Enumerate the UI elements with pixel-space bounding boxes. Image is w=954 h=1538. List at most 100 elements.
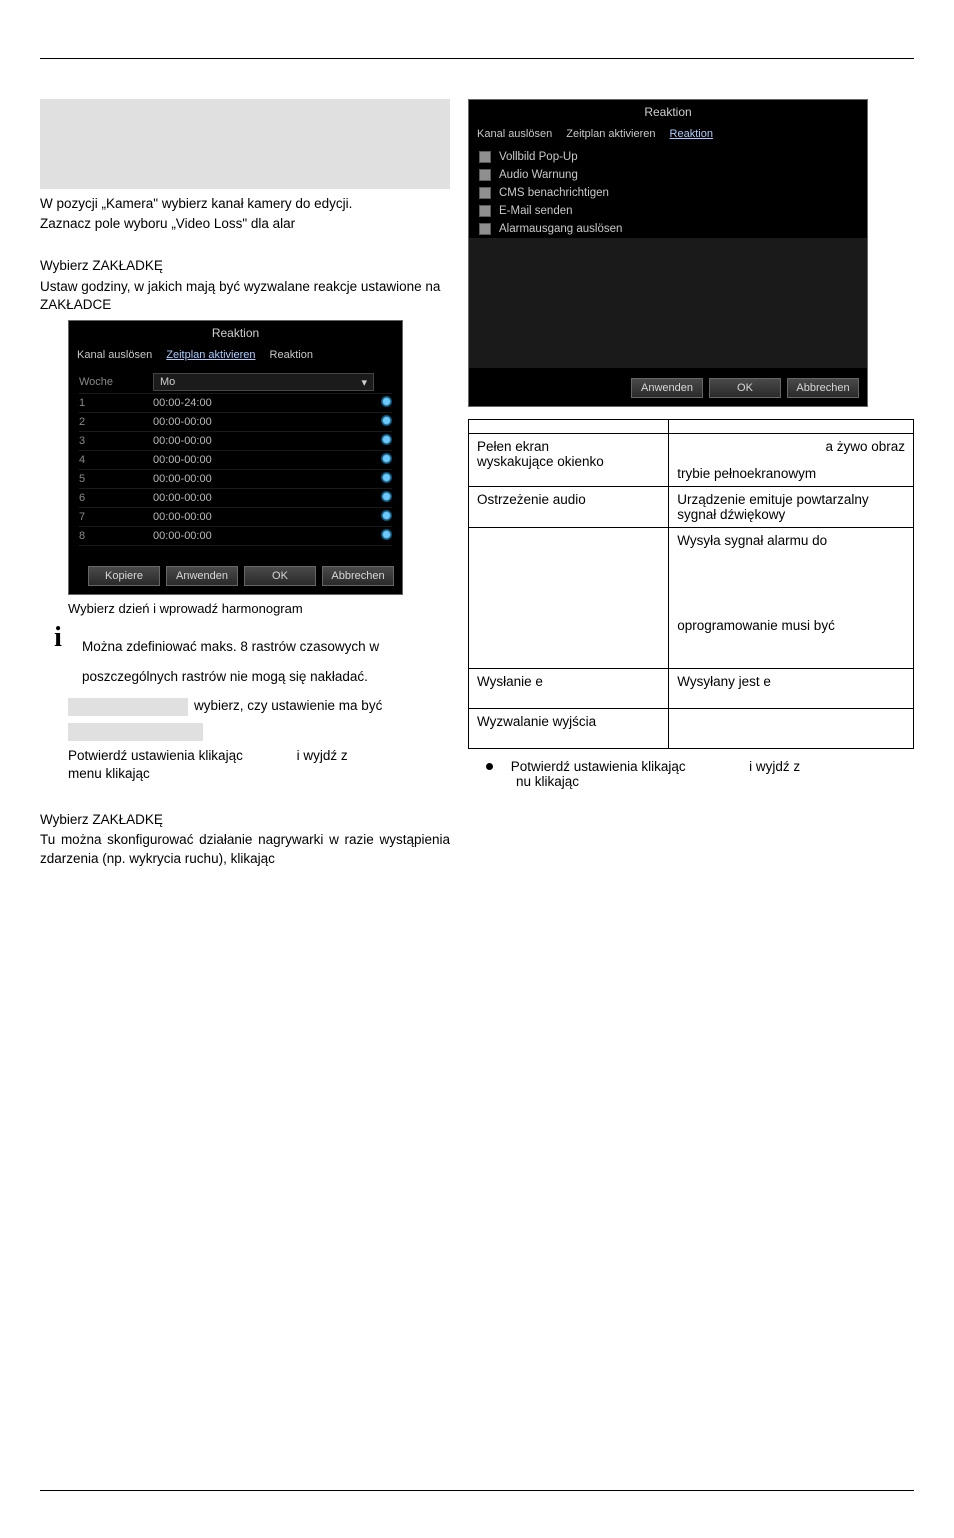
copy-button[interactable]: Kopiere	[88, 566, 160, 586]
t-r4-c1: Wysłanie e	[477, 674, 543, 689]
settings-icon[interactable]	[381, 396, 392, 407]
dialog-empty-area	[469, 238, 867, 368]
bullet-icon	[486, 763, 493, 770]
grey-block	[40, 99, 450, 189]
day-select-value: Mo	[160, 376, 175, 388]
grey-inline-bar	[68, 723, 203, 741]
bullet-text-b: i wyjdź z	[749, 759, 800, 774]
checkbox-label: Alarmausgang auslösen	[499, 223, 622, 235]
bottom-rule	[40, 1490, 914, 1491]
schedule-row: 700:00-00:00	[79, 508, 392, 527]
confirm-text-a: Potwierdź ustawienia klikając	[68, 748, 243, 763]
checkbox-label: CMS benachrichtigen	[499, 187, 609, 199]
settings-icon[interactable]	[381, 529, 392, 540]
schedule-row-index: 1	[79, 397, 153, 409]
schedule-row-time: 00:00-00:00	[153, 473, 374, 485]
schedule-row-index: 3	[79, 435, 153, 447]
bullet-confirm-row: Potwierdź ustawienia klikając i wyjdź z …	[468, 759, 914, 789]
settings-icon[interactable]	[381, 415, 392, 426]
apply-button-r[interactable]: Anwenden	[631, 378, 703, 398]
schedule-row-time: 00:00-24:00	[153, 397, 374, 409]
reaction-dialog-reaktion: Reaktion Kanal auslösen Zeitplan aktivie…	[468, 99, 868, 407]
tab-kanal-r[interactable]: Kanal auslösen	[477, 128, 552, 140]
schedule-row-index: 5	[79, 473, 153, 485]
settings-icon[interactable]	[381, 491, 392, 502]
dialog-title: Reaktion	[69, 321, 402, 345]
reaction-option-row: Alarmausgang auslösen	[469, 220, 867, 238]
reaction-option-row: E-Mail senden	[469, 202, 867, 220]
grey-inline-bar	[68, 698, 188, 716]
checkbox[interactable]	[479, 169, 491, 181]
tab-kanal[interactable]: Kanal auslösen	[77, 349, 152, 361]
t-r5-c1: Wyzwalanie wyjścia	[477, 714, 596, 729]
checkbox[interactable]	[479, 187, 491, 199]
t-r1-c1a: Pełen ekran	[477, 439, 549, 454]
dialog-title-r: Reaktion	[469, 100, 867, 124]
reaction-dialog-schedule: Reaktion Kanal auslösen Zeitplan aktivie…	[68, 320, 403, 595]
t-r1-c2a: a żywo obraz	[825, 439, 905, 454]
schedule-row-time: 00:00-00:00	[153, 492, 374, 504]
cancel-button[interactable]: Abbrechen	[322, 566, 394, 586]
tab-reaktion-r[interactable]: Reaktion	[670, 128, 713, 140]
apply-button[interactable]: Anwenden	[166, 566, 238, 586]
settings-icon[interactable]	[381, 453, 392, 464]
schedule-caption: Wybierz dzień i wprowadź harmonogram	[68, 601, 450, 616]
reaction-description-table: Pełen ekran wyskakujące okienko a żywo o…	[468, 419, 914, 749]
schedule-row-index: 2	[79, 416, 153, 428]
checkbox[interactable]	[479, 223, 491, 235]
schedule-row-index: 6	[79, 492, 153, 504]
checkbox[interactable]	[479, 151, 491, 163]
schedule-row: 500:00-00:00	[79, 470, 392, 489]
schedule-row: 300:00-00:00	[79, 432, 392, 451]
dialog-tabs: Kanal auslösen Zeitplan aktivieren Reakt…	[69, 345, 402, 365]
settings-icon[interactable]	[381, 472, 392, 483]
t-r4-c2: Wysyłany jest e	[677, 674, 771, 689]
ok-button[interactable]: OK	[244, 566, 316, 586]
bullet-text-a: Potwierdź ustawienia klikając	[511, 759, 686, 774]
section1-title: Wybierz ZAKŁADKĘ	[40, 257, 450, 275]
schedule-row: 100:00-24:00	[79, 394, 392, 413]
t-r1-c1b: wyskakujące okienko	[477, 454, 604, 469]
reaction-option-row: CMS benachrichtigen	[469, 184, 867, 202]
info-text-1: Można zdefiniować maks. 8 rastrów czasow…	[82, 638, 450, 656]
choose-text: wybierz, czy ustawienie ma być	[194, 697, 382, 715]
section2-title: Wybierz ZAKŁADKĘ	[40, 811, 450, 829]
day-select[interactable]: Mo ▾	[153, 373, 374, 391]
schedule-row: 400:00-00:00	[79, 451, 392, 470]
chevron-down-icon: ▾	[361, 376, 367, 389]
confirm-text-b: i wyjdź z	[297, 748, 348, 763]
info-box: i Można zdefiniować maks. 8 rastrów czas…	[44, 624, 450, 688]
reaction-option-row: Vollbild Pop-Up	[469, 148, 867, 166]
tab-zeitplan[interactable]: Zeitplan aktivieren	[166, 349, 255, 361]
schedule-row: 600:00-00:00	[79, 489, 392, 508]
schedule-row-index: 8	[79, 530, 153, 542]
schedule-row: 800:00-00:00	[79, 527, 392, 546]
checkbox-label: Vollbild Pop-Up	[499, 151, 578, 163]
t-r3-c2a: Wysyła sygnał alarmu do	[677, 533, 827, 548]
ok-button-r[interactable]: OK	[709, 378, 781, 398]
t-r3-c2b: oprogramowanie musi być	[677, 618, 835, 633]
schedule-row-time: 00:00-00:00	[153, 530, 374, 542]
tab-reaktion[interactable]: Reaktion	[270, 349, 313, 361]
intro-text-1: W pozycji „Kamera" wybierz kanał kamery …	[40, 195, 450, 213]
settings-icon[interactable]	[381, 510, 392, 521]
reaction-option-row: Audio Warnung	[469, 166, 867, 184]
info-text-2: poszczególnych rastrów nie mogą się nakł…	[82, 668, 450, 686]
checkbox[interactable]	[479, 205, 491, 217]
schedule-row-time: 00:00-00:00	[153, 435, 374, 447]
t-r2-c1: Ostrzeżenie audio	[477, 492, 586, 507]
checkbox-label: Audio Warnung	[499, 169, 578, 181]
settings-icon[interactable]	[381, 434, 392, 445]
cancel-button-r[interactable]: Abbrechen	[787, 378, 859, 398]
section2-text: Tu można skonfigurować działanie nagrywa…	[40, 831, 450, 867]
tab-zeitplan-r[interactable]: Zeitplan aktivieren	[566, 128, 655, 140]
top-rule	[40, 58, 914, 59]
bullet-text-c: nu klikając	[516, 774, 579, 789]
schedule-row-time: 00:00-00:00	[153, 454, 374, 466]
t-r1-c2b: trybie pełnoekranowym	[677, 466, 816, 481]
intro-text-2: Zaznacz pole wyboru „Video Loss" dla ala…	[40, 215, 450, 233]
checkbox-label: E-Mail senden	[499, 205, 573, 217]
schedule-row: 200:00-00:00	[79, 413, 392, 432]
schedule-row-index: 4	[79, 454, 153, 466]
woche-label: Woche	[79, 376, 153, 388]
